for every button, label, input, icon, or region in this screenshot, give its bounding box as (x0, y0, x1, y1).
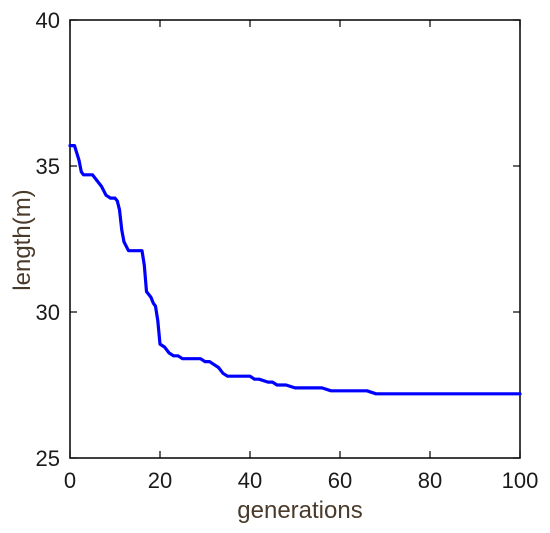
plot-area (69, 19, 521, 459)
y-tick-label: 30 (36, 300, 60, 325)
y-tick-label: 25 (36, 446, 60, 471)
series-group (68, 144, 522, 396)
x-tick-label: 60 (328, 468, 352, 493)
x-tick-label: 20 (148, 468, 172, 493)
x-tick-label: 0 (64, 468, 76, 493)
x-tick-label: 40 (238, 468, 262, 493)
axis-ticks (69, 19, 521, 459)
series-line (68, 144, 522, 396)
y-tick-label: 35 (36, 154, 60, 179)
tick-labels: 0 20 40 60 80 100 25 30 35 40 (36, 8, 539, 493)
y-tick-label: 40 (36, 8, 60, 33)
x-axis-label: generations (237, 497, 362, 524)
x-tick-label: 100 (502, 468, 539, 493)
x-tick-label: 80 (418, 468, 442, 493)
y-axis-label: length(m) (9, 189, 36, 290)
